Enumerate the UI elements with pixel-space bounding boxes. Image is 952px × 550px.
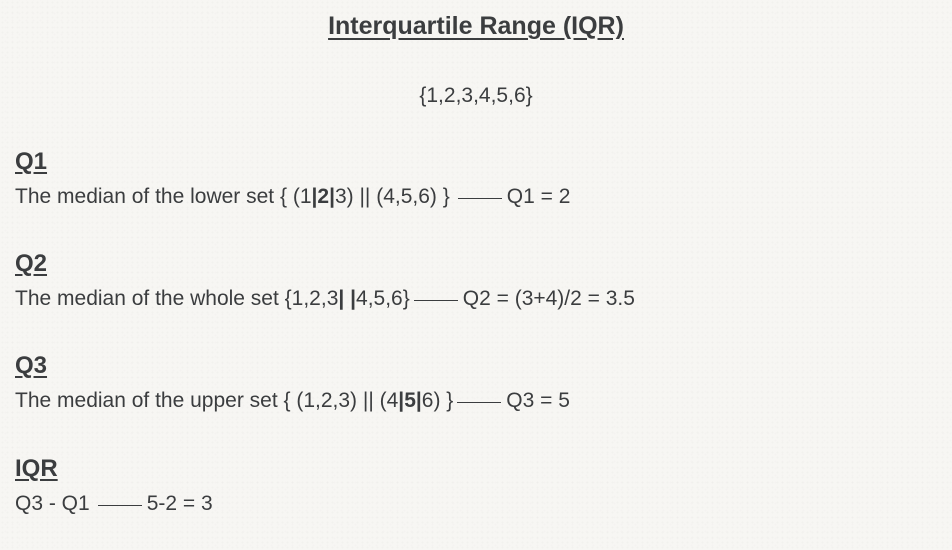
iqr-dash xyxy=(97,504,142,506)
data-set: {1,2,3,4,5,6} xyxy=(419,84,533,107)
q2-dash xyxy=(413,299,458,301)
q3-heading: Q3 xyxy=(15,352,48,379)
q3-result: Q3 = 5 xyxy=(506,389,570,412)
q2-separator-right: | xyxy=(350,287,357,310)
q1-dash xyxy=(457,197,502,199)
q3-separator-right: | xyxy=(415,389,422,412)
q3-text-a: The median of the upper set { (1,2,3) ||… xyxy=(15,389,399,412)
q2-text-a: The median of the whole set {1,2,3 xyxy=(15,287,339,310)
q3-text-b: 6) } xyxy=(421,389,454,412)
iqr-heading: IQR xyxy=(15,455,58,482)
q1-text-b: 3) || (4,5,6) } xyxy=(334,185,450,208)
q1-separator-right: | xyxy=(329,185,335,208)
q3-separator-left: | xyxy=(398,389,405,412)
q3-median-value: 5 xyxy=(404,389,416,412)
q2-explanation: The median of the whole set {1,2,3| |4,5… xyxy=(15,287,635,311)
q1-text-a: The median of the lower set { (1 xyxy=(15,185,312,208)
q1-median-value: 2 xyxy=(317,185,330,208)
iqr-explanation: Q3 - Q1 5-2 = 3 xyxy=(15,492,213,516)
q3-dash xyxy=(457,401,502,403)
q2-separator-left: | xyxy=(338,287,345,310)
page-title: Interquartile Range (IQR) xyxy=(328,12,624,40)
q2-heading: Q2 xyxy=(15,250,48,277)
q1-separator-left: | xyxy=(311,185,318,208)
iqr-result: 5-2 = 3 xyxy=(146,492,213,515)
q1-explanation: The median of the lower set { (1|2|3) ||… xyxy=(15,185,570,209)
q2-result: Q2 = (3+4)/2 = 3.5 xyxy=(462,287,635,310)
q2-text-b: 4,5,6} xyxy=(356,287,410,310)
q1-heading: Q1 xyxy=(15,148,48,175)
q1-result: Q1 = 2 xyxy=(506,185,571,208)
iqr-text-a: Q3 - Q1 xyxy=(15,492,90,515)
q3-explanation: The median of the upper set { (1,2,3) ||… xyxy=(15,389,570,413)
